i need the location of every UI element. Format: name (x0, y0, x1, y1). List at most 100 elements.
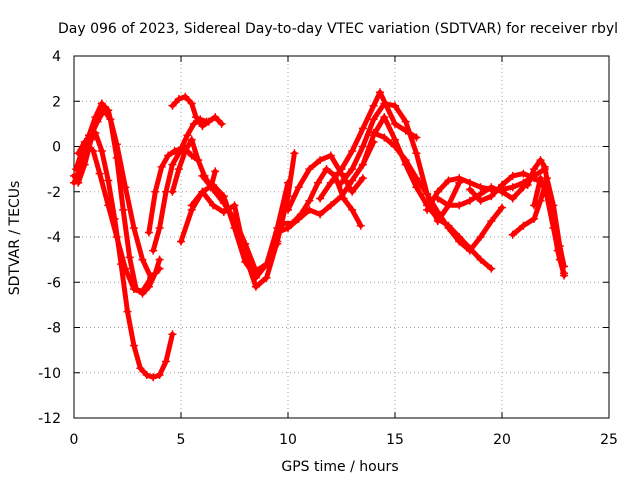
data-point (119, 205, 128, 214)
data-point (369, 101, 378, 110)
y-tick-label: -10 (38, 366, 61, 382)
data-point (444, 176, 453, 185)
data-point (91, 113, 100, 122)
data-point (530, 165, 539, 174)
data-point (230, 214, 239, 223)
data-point (129, 223, 138, 232)
data-point (262, 273, 271, 282)
data-point (151, 187, 160, 196)
data-point (104, 201, 113, 210)
data-point (194, 156, 203, 165)
data-point (326, 178, 335, 187)
x-axis: 0 5 10 15 20 25 (70, 56, 618, 448)
data-point (326, 151, 335, 160)
data-point (530, 201, 539, 210)
series-arc-4 (74, 137, 156, 296)
series-arc-6 (168, 92, 226, 131)
data-point (536, 156, 545, 165)
data-point (183, 131, 192, 140)
y-tick-label: 0 (52, 140, 61, 156)
data-point (348, 176, 357, 185)
data-point (423, 190, 432, 199)
data-point (337, 178, 346, 187)
data-point (191, 113, 200, 122)
data-point (174, 165, 183, 174)
data-point (391, 135, 399, 144)
data-point (487, 192, 496, 201)
data-point (391, 101, 399, 110)
data-point (189, 119, 198, 128)
y-tick-label: 2 (52, 94, 61, 110)
data-point (530, 214, 539, 223)
data-point (181, 147, 190, 156)
data-point (112, 233, 121, 241)
data-point (508, 183, 517, 192)
data-point (284, 223, 292, 232)
data-point (455, 201, 464, 210)
data-point (549, 223, 558, 232)
data-point (313, 178, 322, 187)
data-point (211, 167, 220, 176)
data-point (80, 137, 89, 146)
data-point (209, 201, 218, 210)
data-point (72, 165, 81, 174)
data-point (465, 185, 474, 194)
y-tick-label: -12 (38, 411, 61, 427)
data-point (519, 169, 528, 178)
data-point (142, 371, 151, 380)
series-line-arc-14 (285, 153, 366, 213)
data-point (168, 101, 177, 110)
series-arc-10 (187, 149, 299, 291)
data-point (356, 221, 365, 230)
data-point (187, 201, 196, 210)
data-point (487, 264, 496, 273)
data-point (316, 210, 325, 219)
data-point (279, 219, 288, 228)
data-point (348, 187, 357, 196)
data-point (508, 230, 517, 239)
data-point (380, 113, 389, 122)
data-point (177, 237, 185, 246)
data-point (508, 171, 517, 180)
data-point (508, 194, 517, 203)
chart-title: Day 096 of 2023, Sidereal Day-to-day VTE… (58, 21, 618, 37)
data-point (251, 266, 260, 275)
data-point (273, 239, 282, 248)
data-point (138, 287, 147, 296)
data-point (560, 269, 569, 278)
data-point (476, 196, 485, 205)
data-point (251, 282, 260, 291)
data-point (401, 117, 410, 126)
data-point (209, 185, 218, 194)
series-line-arc-3 (73, 101, 163, 281)
data-point (123, 307, 132, 316)
data-point (519, 183, 528, 192)
data-point (358, 174, 367, 183)
data-point (89, 147, 98, 156)
data-point (149, 246, 158, 255)
data-point (262, 260, 271, 269)
data-point (168, 160, 177, 169)
data-point (95, 169, 104, 178)
data-point (380, 99, 389, 108)
data-point (444, 223, 453, 232)
data-point (455, 174, 464, 183)
series-arc-9 (177, 178, 292, 282)
data-point (337, 192, 346, 201)
data-point (476, 233, 485, 241)
data-point (444, 201, 453, 210)
data-point (155, 264, 164, 273)
data-point (412, 174, 421, 183)
data-point (412, 183, 421, 192)
grid (74, 56, 609, 418)
data-point (230, 201, 239, 210)
data-point (294, 183, 303, 192)
data-point (542, 192, 551, 201)
data-point (465, 178, 474, 187)
data-point (476, 190, 485, 199)
y-tick-label: -2 (47, 185, 61, 201)
data-point (412, 133, 421, 142)
data-point (162, 357, 171, 366)
data-point (211, 113, 220, 122)
data-point (358, 160, 367, 169)
